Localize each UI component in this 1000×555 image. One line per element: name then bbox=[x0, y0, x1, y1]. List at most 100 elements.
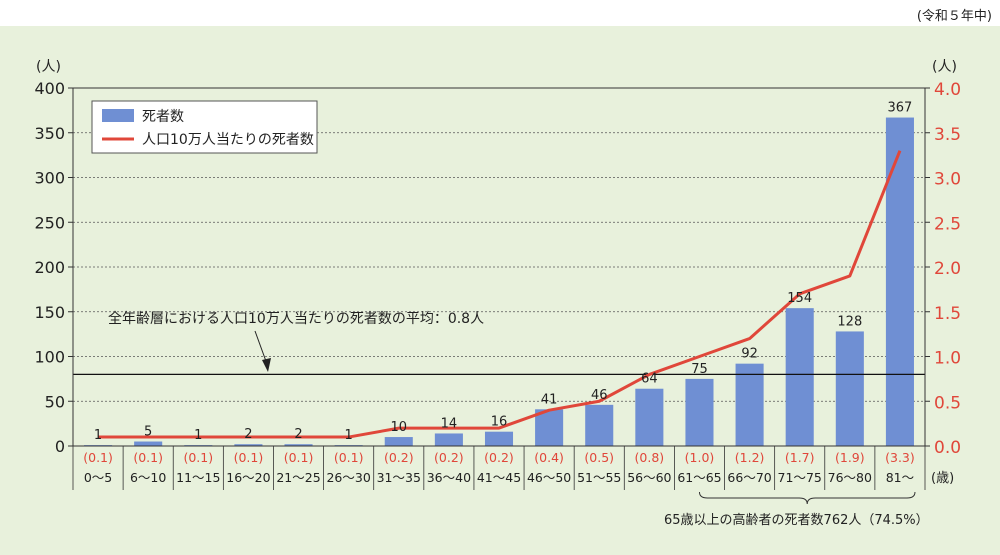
left-tick-label: 150 bbox=[34, 303, 65, 322]
bar bbox=[885, 117, 914, 446]
left-axis-unit: (人) bbox=[36, 59, 61, 75]
x-tick-label: 56～60 bbox=[627, 470, 671, 485]
left-tick-label: 350 bbox=[34, 124, 65, 143]
rate-value-label: (0.1) bbox=[334, 450, 364, 465]
x-tick-label: 41～45 bbox=[477, 470, 521, 485]
x-tick-label: 81～ bbox=[886, 470, 914, 485]
rate-value-label: (0.8) bbox=[635, 450, 665, 465]
rate-value-label: (0.2) bbox=[484, 450, 514, 465]
bar-value-label: 128 bbox=[837, 314, 862, 329]
bar bbox=[535, 409, 564, 446]
rate-value-label: (0.2) bbox=[434, 450, 464, 465]
right-tick-label: 3.0 bbox=[934, 170, 961, 190]
rate-value-label: (0.1) bbox=[133, 450, 163, 465]
bar-value-label: 10 bbox=[390, 420, 407, 435]
legend-label-deaths: 死者数 bbox=[142, 109, 184, 125]
right-tick-label: 0.5 bbox=[934, 393, 961, 413]
legend: 死者数 人口10万人当たりの死者数 bbox=[91, 100, 318, 154]
average-pointer-arrowhead bbox=[262, 358, 271, 372]
bar bbox=[585, 404, 614, 446]
bar-value-label: 75 bbox=[691, 362, 708, 377]
x-tick-label: 66～70 bbox=[727, 470, 771, 485]
senior-note: 65歳以上の高齢者の死者数762人（74.5%） bbox=[664, 513, 929, 528]
rate-value-label: (0.1) bbox=[83, 450, 113, 465]
chart-panel: 0 50 100 150 200 250 300 350 400 (人) 0.0 0.5 1.0 1.5 2… bbox=[0, 26, 1000, 555]
bar-value-label: 64 bbox=[641, 372, 658, 387]
x-tick-label: 0～5 bbox=[84, 470, 112, 485]
bar bbox=[785, 308, 814, 446]
senior-bracket bbox=[698, 491, 916, 505]
bar bbox=[284, 444, 313, 446]
right-tick-label: 4.0 bbox=[934, 80, 961, 100]
rate-line bbox=[98, 150, 902, 439]
bar-value-label: 1 bbox=[94, 428, 102, 443]
x-tick-label: 61～65 bbox=[677, 470, 721, 485]
axes: 0 50 100 150 200 250 300 350 400 (人) 0.0 0.5 1.0 1.5 2… bbox=[34, 59, 961, 490]
rate-value-label: (0.1) bbox=[284, 450, 314, 465]
rate-value-label: (0.1) bbox=[234, 450, 264, 465]
x-tick-label: 11～15 bbox=[176, 470, 220, 485]
x-tick-label: 36～40 bbox=[427, 470, 471, 485]
average-pointer-line bbox=[254, 330, 268, 365]
bar-value-label: 92 bbox=[741, 347, 758, 362]
rate-value-label: (1.0) bbox=[685, 450, 715, 465]
x-tick-label: 76～80 bbox=[828, 470, 872, 485]
bar-value-label: 41 bbox=[541, 392, 558, 407]
right-tick-label: 0.0 bbox=[934, 438, 961, 458]
right-tick-label: 3.5 bbox=[934, 125, 961, 145]
bar bbox=[234, 444, 263, 446]
x-tick-label: 31～35 bbox=[377, 470, 421, 485]
right-tick-label: 1.5 bbox=[934, 304, 961, 324]
left-tick-label: 400 bbox=[34, 79, 65, 98]
bar bbox=[484, 431, 514, 446]
x-tick-label: 51～55 bbox=[577, 470, 621, 485]
x-tick-label: 46～50 bbox=[527, 470, 571, 485]
bar bbox=[434, 433, 463, 446]
right-axis-unit: (人) bbox=[932, 59, 957, 75]
period-note: (令和５年中) bbox=[916, 9, 992, 24]
bars bbox=[84, 117, 914, 446]
x-tick-label: 6～10 bbox=[130, 470, 166, 485]
average-annotation: 全年齢層における人口10万人当たりの死者数の平均：0.8人 bbox=[108, 310, 484, 372]
x-tick-label: 26～30 bbox=[326, 470, 370, 485]
bar-value-label: 1 bbox=[194, 428, 202, 443]
bar bbox=[835, 331, 864, 446]
average-note: 全年齢層における人口10万人当たりの死者数の平均：0.8人 bbox=[108, 310, 484, 327]
legend-bar-swatch bbox=[102, 109, 134, 122]
rate-value-label: (0.4) bbox=[534, 450, 564, 465]
bar bbox=[635, 388, 664, 446]
left-tick-label: 200 bbox=[34, 258, 65, 277]
bar-value-label: 2 bbox=[294, 427, 302, 442]
left-tick-label: 50 bbox=[45, 392, 65, 411]
bar-value-label: 154 bbox=[787, 291, 812, 306]
rate-value-label: (0.2) bbox=[384, 450, 414, 465]
rate-value-label: (1.2) bbox=[735, 450, 765, 465]
left-tick-label: 100 bbox=[34, 348, 65, 367]
bar bbox=[384, 437, 413, 446]
right-tick-label: 2.0 bbox=[934, 259, 961, 279]
rate-value-label: (3.3) bbox=[885, 450, 915, 465]
x-tick-label: 16～20 bbox=[226, 470, 270, 485]
senior-bracket-path bbox=[698, 491, 916, 505]
rate-line-group bbox=[98, 150, 902, 439]
rate-value-label: (0.1) bbox=[183, 450, 213, 465]
data-labels: 1 5 1 2 2 1 10 14 16 41 46 64 75 92 154 128 367 (0.1) (0.1… bbox=[83, 101, 915, 465]
bar-value-label: 2 bbox=[244, 427, 252, 442]
left-tick-label: 0 bbox=[55, 437, 65, 456]
bar-value-label: 16 bbox=[491, 415, 508, 430]
x-tick-label: 21～25 bbox=[276, 470, 320, 485]
bar bbox=[134, 441, 163, 446]
rate-value-label: (1.7) bbox=[785, 450, 815, 465]
bar-value-label: 46 bbox=[591, 388, 608, 403]
bar-value-label: 5 bbox=[144, 425, 152, 440]
right-tick-label: 1.0 bbox=[934, 349, 961, 369]
x-tick-label: 71～75 bbox=[778, 470, 822, 485]
left-tick-label: 300 bbox=[34, 169, 65, 188]
right-tick-label: 2.5 bbox=[934, 214, 961, 234]
bar bbox=[735, 363, 764, 446]
left-tick-label: 250 bbox=[34, 213, 65, 232]
x-axis-unit: (歳) bbox=[931, 471, 954, 486]
legend-label-rate: 人口10万人当たりの死者数 bbox=[142, 132, 314, 148]
bar bbox=[685, 378, 714, 446]
rate-value-label: (0.5) bbox=[584, 450, 614, 465]
